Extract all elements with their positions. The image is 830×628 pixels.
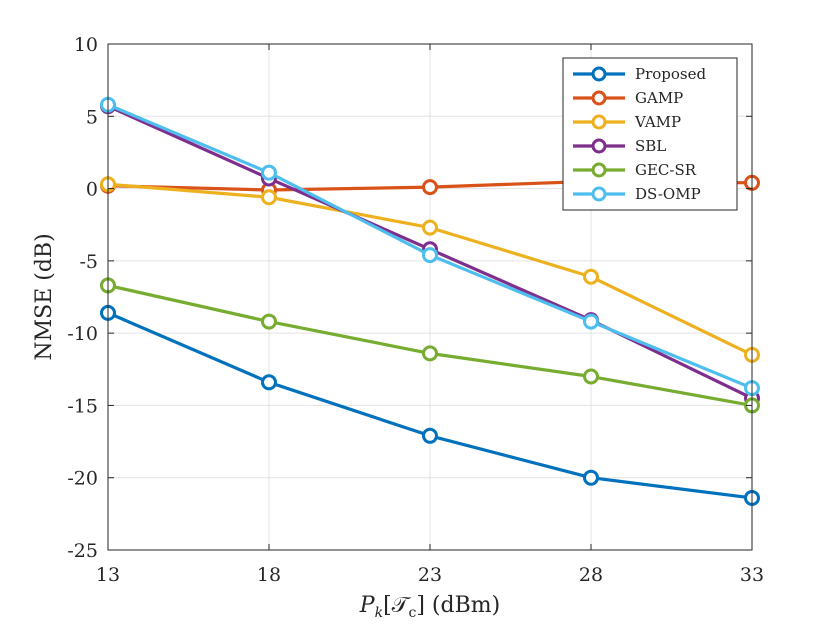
x-tick-label: 33 xyxy=(740,564,764,586)
x-axis-label-main: P xyxy=(359,593,376,618)
x-axis-label-bracket: [𝒯 xyxy=(383,593,412,618)
y-tick-label: 5 xyxy=(86,106,98,128)
y-tick-label: 0 xyxy=(86,179,98,201)
x-tick-label: 13 xyxy=(96,564,120,586)
legend-label-ds-omp: DS-OMP xyxy=(635,185,701,203)
y-tick-label: -20 xyxy=(67,468,98,490)
y-tick-label: 10 xyxy=(74,34,98,56)
data-point-gec-sr xyxy=(422,345,438,362)
y-tick-label: -25 xyxy=(67,540,98,562)
data-point-vamp xyxy=(422,219,438,236)
legend-label-gec-sr: GEC-SR xyxy=(635,161,697,179)
data-point-gamp xyxy=(422,179,438,196)
x-axis-label-sub2: c xyxy=(409,605,417,621)
y-axis-label: NMSE (dB) xyxy=(32,233,57,360)
legend-box xyxy=(562,57,738,211)
series-proposed xyxy=(100,304,760,506)
legend-marker-ds-omp xyxy=(591,186,607,202)
legend-marker-sbl xyxy=(591,138,607,154)
legend-label-gamp: GAMP xyxy=(635,89,683,107)
legend-label-proposed: Proposed xyxy=(635,65,707,83)
legend: Proposed GAMP VAMP SBL GEC-SR DS-OMP xyxy=(562,57,738,211)
data-point-ds-omp xyxy=(422,247,438,264)
series-lines xyxy=(100,96,760,506)
y-tick-label: -5 xyxy=(79,251,98,273)
data-point-ds-omp xyxy=(583,313,599,330)
data-point-ds-omp xyxy=(261,164,277,181)
data-point-vamp xyxy=(261,189,277,206)
x-axis-label-tail: ] (dBm) xyxy=(416,593,500,618)
x-axis-label-sub: k xyxy=(375,605,383,621)
legend-marker-gec-sr xyxy=(591,162,607,178)
data-point-gec-sr xyxy=(261,313,277,330)
legend-marker-vamp xyxy=(591,114,607,130)
data-point-proposed xyxy=(422,427,438,444)
legend-marker-gamp xyxy=(591,90,607,106)
data-point-gec-sr xyxy=(583,368,599,385)
data-point-proposed xyxy=(261,374,277,391)
x-tick-label: 18 xyxy=(257,564,281,586)
x-axis-label: Pk[𝒯c] (dBm) xyxy=(359,593,500,621)
x-tick-label: 23 xyxy=(418,564,442,586)
legend-marker-proposed xyxy=(591,66,607,82)
series-ds-omp xyxy=(100,96,760,397)
y-tick-label: -15 xyxy=(67,395,98,417)
y-tick-label: -10 xyxy=(67,323,98,345)
legend-label-vamp: VAMP xyxy=(634,113,681,131)
axis-ticks: 13 18 23 28 33 -25 -20 -15 -10 -5 0 5 10 xyxy=(67,34,764,586)
data-point-proposed xyxy=(583,469,599,486)
legend-label-sbl: SBL xyxy=(635,137,666,155)
data-point-vamp xyxy=(583,268,599,285)
x-tick-label: 28 xyxy=(579,564,603,586)
